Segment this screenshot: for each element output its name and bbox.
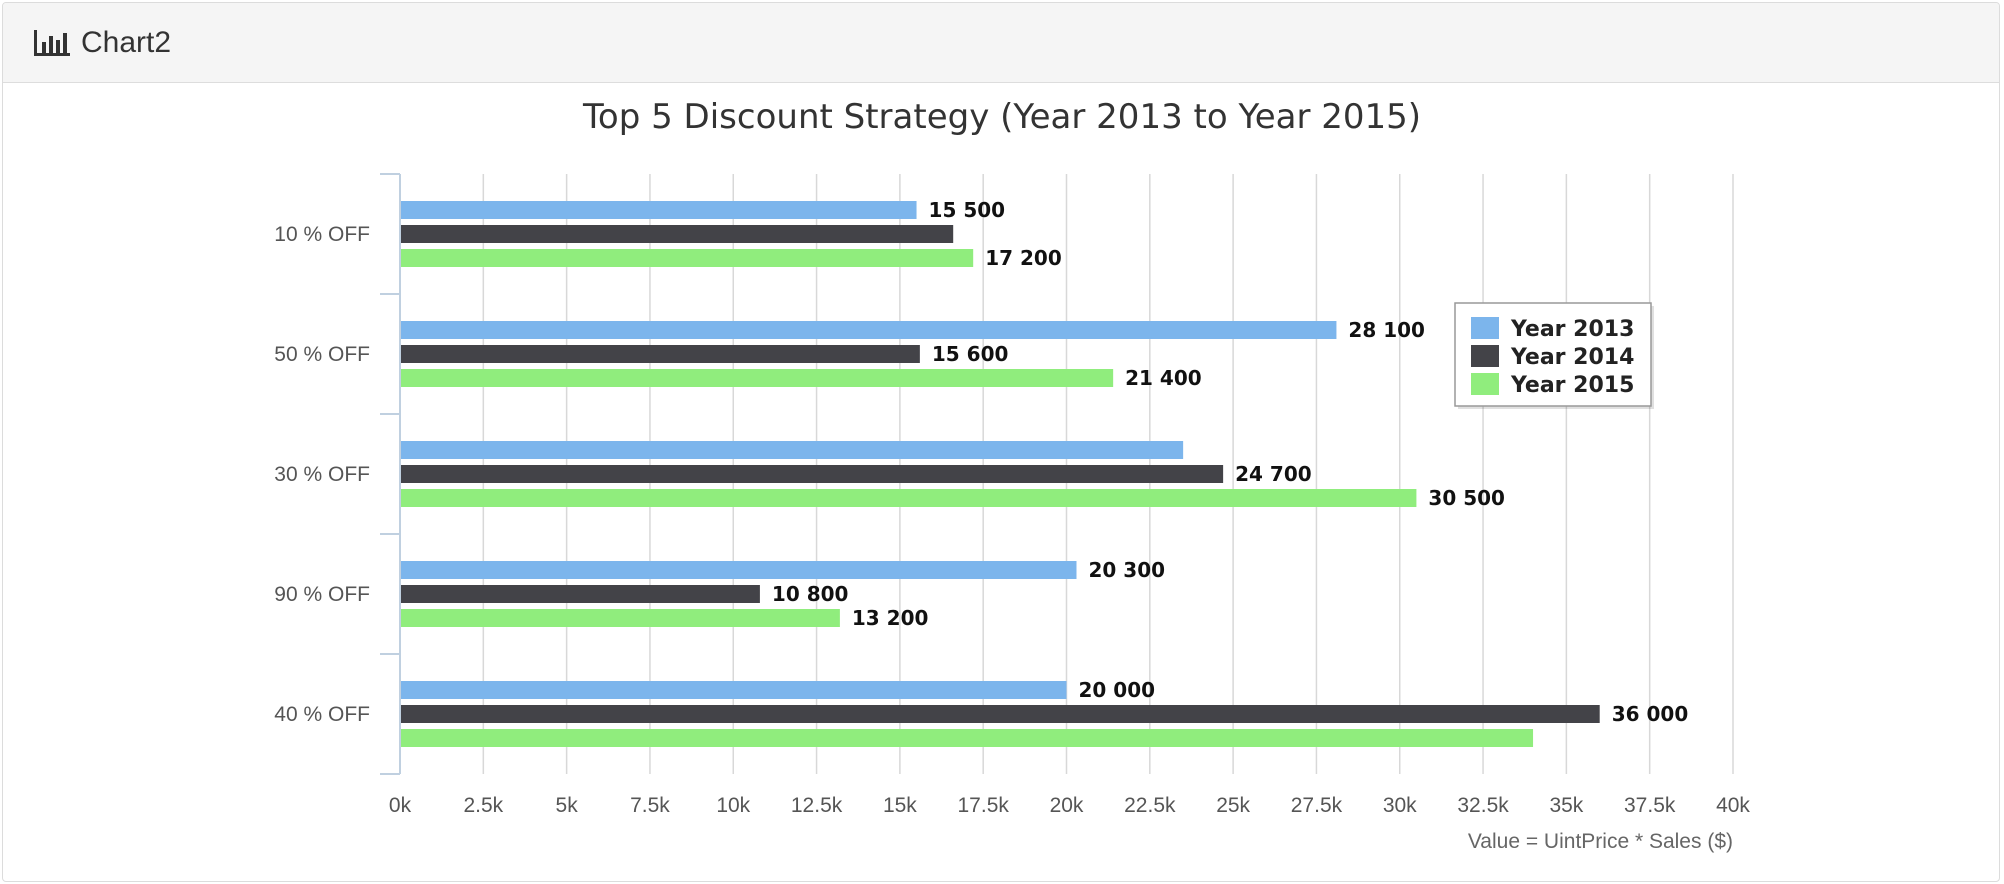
bar[interactable] (401, 249, 974, 267)
bar[interactable] (401, 609, 840, 627)
bar[interactable] (401, 201, 917, 219)
bar[interactable] (401, 441, 1184, 459)
chart-bars (401, 201, 1600, 747)
legend-swatch[interactable] (1471, 345, 1499, 367)
data-label: 36 000 (1612, 702, 1689, 726)
x-tick-label: 20k (1050, 794, 1084, 817)
x-tick-label: 22.5k (1124, 794, 1176, 817)
legend-item[interactable]: Year 2014 (1510, 345, 1634, 370)
chart-grid (482, 174, 1734, 774)
x-tick-label: 17.5k (958, 794, 1010, 817)
x-tick-label: 5k (556, 794, 579, 817)
legend-swatch[interactable] (1471, 373, 1499, 395)
data-label: 13 200 (852, 606, 929, 630)
x-tick-label: 12.5k (791, 794, 843, 817)
category-label: 90 % OFF (274, 583, 370, 606)
chart-labels: 0k 2.5k 5k 7.5k 10k 12.5k 15k 17.5k 20k 22.5k 25k 2… (274, 198, 1750, 817)
data-label: 24 700 (1235, 462, 1312, 486)
legend-item[interactable]: Year 2015 (1510, 373, 1634, 398)
data-label: 20 300 (1088, 558, 1165, 582)
x-tick-label: 35k (1549, 794, 1583, 817)
x-tick-label: 0k (389, 794, 412, 817)
chart-legend[interactable]: Year 2013 Year 2014 Year 2015 (1454, 302, 1654, 409)
data-label: 20 000 (1079, 678, 1156, 702)
x-tick-label: 15k (883, 794, 917, 817)
bar[interactable] (401, 489, 1417, 507)
bar-chart-icon (34, 29, 70, 56)
bar[interactable] (401, 321, 1337, 339)
x-tick-label: 25k (1216, 794, 1250, 817)
panel-title: Chart2 (81, 25, 172, 59)
data-label: 17 200 (985, 246, 1062, 270)
x-tick-label: 32.5k (1457, 794, 1509, 817)
bar[interactable] (401, 561, 1077, 579)
bar[interactable] (401, 585, 760, 603)
bar[interactable] (401, 729, 1534, 747)
category-label: 10 % OFF (274, 223, 370, 246)
legend-item[interactable]: Year 2013 (1510, 317, 1634, 342)
data-label: 10 800 (772, 582, 849, 606)
category-label: 30 % OFF (274, 463, 370, 486)
bar[interactable] (401, 465, 1224, 483)
x-tick-label: 10k (716, 794, 750, 817)
bar[interactable] (401, 705, 1600, 723)
chart-title: Top 5 Discount Strategy (Year 2013 to Ye… (582, 97, 1421, 137)
data-label: 15 500 (929, 198, 1006, 222)
x-axis-title: Value = UintPrice * Sales ($) (1468, 830, 1733, 853)
x-tick-label: 7.5k (630, 794, 670, 817)
data-label: 28 100 (1348, 318, 1425, 342)
chart-axes (380, 173, 401, 775)
data-label: 21 400 (1125, 366, 1202, 390)
category-label: 50 % OFF (274, 343, 370, 366)
bar[interactable] (401, 369, 1114, 387)
bar[interactable] (401, 345, 920, 363)
data-label: 15 600 (932, 342, 1009, 366)
bar[interactable] (401, 225, 954, 243)
bar[interactable] (401, 681, 1067, 699)
x-tick-label: 2.5k (463, 794, 503, 817)
panel-header: Chart2 (3, 3, 1999, 83)
category-label: 40 % OFF (274, 703, 370, 726)
x-tick-label: 37.5k (1624, 794, 1676, 817)
x-tick-label: 27.5k (1291, 794, 1343, 817)
x-tick-label: 30k (1383, 794, 1417, 817)
legend-swatch[interactable] (1471, 317, 1499, 339)
x-tick-label: 40k (1716, 794, 1750, 817)
data-label: 30 500 (1428, 486, 1505, 510)
